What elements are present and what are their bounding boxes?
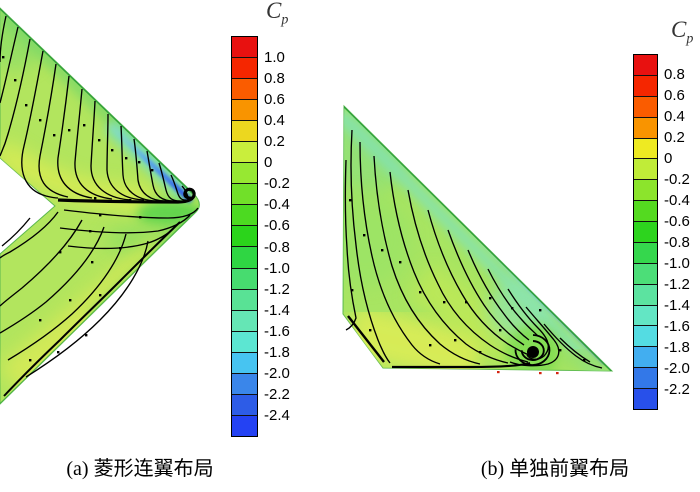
colorbar-tick-label: -1.4 <box>664 296 690 314</box>
wing-a-streamline-markers <box>2 56 162 362</box>
colorbar-cell <box>232 225 257 247</box>
colorbar-cell <box>232 78 257 100</box>
colorbar-cell <box>232 288 257 310</box>
colorbar-cell <box>232 57 257 79</box>
colorbar-tick-label: -1.8 <box>264 344 290 362</box>
colorbar-cell <box>634 325 657 347</box>
wing-b-streamline-markers <box>349 199 586 362</box>
colorbar-cell <box>232 141 257 163</box>
colorbar-cell <box>634 221 657 242</box>
colorbar-cell <box>634 304 657 326</box>
colorbar-tick-label: -1.8 <box>664 338 690 356</box>
caption-panel-a: (a) 菱形连翼布局 <box>66 458 214 480</box>
colorbar-b-cells <box>633 54 658 410</box>
colorbar-tick-label: -2.4 <box>264 407 290 425</box>
colorbar-cell <box>232 309 257 331</box>
colorbar-cell <box>634 346 657 368</box>
separation-line-a-joint <box>57 187 196 204</box>
separation-line-b-corner <box>347 315 385 363</box>
colorbar-tick-label: 0.4 <box>264 111 285 129</box>
colorbar-a: 1.0 0.8 0.6 0.4 0.2 0 -0.2 -0.4 -0.6 -0.8 -1.0 -1.2… <box>231 36 290 437</box>
colorbar-b: 0.8 0.6 0.4 0.2 0 -0.2 -0.4 -0.6 -0.8 -1.0 -1.2 -1.… <box>633 54 690 410</box>
colorbar-cell <box>634 55 657 75</box>
colorbar-tick-label: -0.4 <box>264 196 290 214</box>
colorbar-tick-label: -1.6 <box>264 322 290 340</box>
colorbar-cell <box>232 183 257 205</box>
colorbar-cell <box>232 99 257 121</box>
colorbar-tick-label: 0.4 <box>664 108 685 126</box>
colorbar-cell <box>232 351 257 373</box>
caption-panel-b: (b) 单独前翼布局 <box>480 458 630 480</box>
colorbar-tick-label: -2.2 <box>664 380 690 398</box>
colorbar-tick-label: 0 <box>264 154 273 172</box>
colorbar-tick-label: 0.2 <box>664 129 685 147</box>
wing-b-surface <box>342 104 614 372</box>
colorbar-tick-label: -1.2 <box>264 280 290 298</box>
colorbar-cell <box>634 116 657 138</box>
colorbar-cell <box>232 414 257 436</box>
colorbar-tick-label: -0.6 <box>264 217 290 235</box>
colorbar-tick-label: 0.8 <box>664 66 685 84</box>
wing-a-streamlines <box>0 15 199 397</box>
colorbar-tick-label: -1.2 <box>664 275 690 293</box>
colorbar-b-title: Cp <box>671 17 694 47</box>
colorbar-cell <box>232 246 257 268</box>
colorbar-cell <box>634 95 657 117</box>
colorbar-cell <box>634 283 657 305</box>
colorbar-cell <box>232 204 257 226</box>
colorbar-tick-label: -1.6 <box>664 317 690 335</box>
colorbar-tick-label: 0 <box>664 150 673 168</box>
colorbar-tick-label: 0.2 <box>264 133 285 151</box>
colorbar-cell <box>634 137 657 159</box>
colorbar-tick-label: -2.0 <box>664 359 690 377</box>
colorbar-tick-label: 0.8 <box>264 69 285 87</box>
colorbar-tick-label: -2.0 <box>264 365 290 383</box>
colorbar-cell <box>634 74 657 96</box>
colorbar-cell <box>232 393 257 415</box>
colorbar-a-title: Cp <box>266 0 289 28</box>
colorbar-cell <box>232 267 257 289</box>
colorbar-a-cells <box>231 36 258 437</box>
colorbar-cell <box>232 162 257 184</box>
colorbar-tick-label: -1.0 <box>264 259 290 277</box>
colorbar-tick-label: -1.4 <box>264 301 290 319</box>
colorbar-tick-label: -0.8 <box>264 238 290 256</box>
vortex-spiral <box>514 334 551 366</box>
colorbar-cell <box>634 179 657 201</box>
colorbar-cell <box>232 37 257 58</box>
colorbar-cell <box>634 367 657 388</box>
colorbar-tick-label: 1.0 <box>264 48 285 66</box>
colorbar-tick-label: -0.4 <box>664 192 690 210</box>
colorbar-tick-label: -2.2 <box>264 386 290 404</box>
colorbar-cell <box>634 388 657 409</box>
colorbar-cell <box>634 200 657 221</box>
colorbar-cell <box>232 120 257 142</box>
colorbar-cell <box>232 330 257 352</box>
colorbar-tick-label: 0.6 <box>264 90 285 108</box>
colorbar-cell <box>232 372 257 394</box>
colorbar-tick-label: -1.0 <box>664 254 690 272</box>
separation-line-a-rear <box>3 221 181 397</box>
colorbar-cell <box>634 158 657 180</box>
colorbar-tick-label: -0.2 <box>664 171 690 189</box>
colorbar-cell <box>634 241 657 263</box>
colorbar-tick-label: 0.6 <box>664 87 685 105</box>
colorbar-tick-label: -0.8 <box>664 233 690 251</box>
colorbar-tick-label: -0.6 <box>664 213 690 231</box>
colorbar-tick-label: -0.2 <box>264 175 290 193</box>
te-red-specks <box>497 371 559 375</box>
colorbar-cell <box>634 262 657 284</box>
wing-a-surface <box>0 7 200 405</box>
